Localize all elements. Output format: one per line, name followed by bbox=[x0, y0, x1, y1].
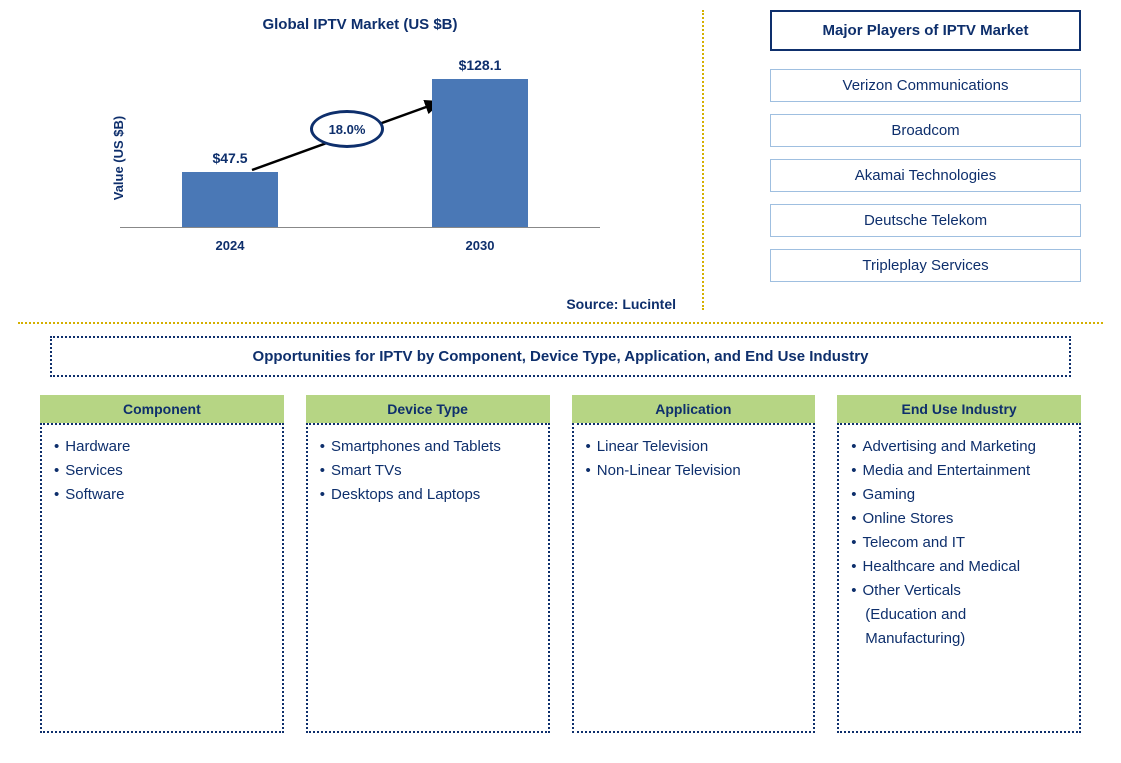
category-item: •Online Stores bbox=[851, 507, 1067, 531]
category-header: End Use Industry bbox=[837, 395, 1081, 423]
category-header: Component bbox=[40, 395, 284, 423]
player-box: Broadcom bbox=[770, 114, 1081, 147]
bar-chart-plot: 18.0% $47.5 $128.1 bbox=[120, 78, 600, 228]
vertical-divider bbox=[702, 10, 704, 310]
category-item: •Other Verticals bbox=[851, 579, 1067, 603]
category-item: •Gaming bbox=[851, 483, 1067, 507]
x-tick-label: 2030 bbox=[440, 238, 520, 253]
category-body: •Smartphones and Tablets•Smart TVs•Deskt… bbox=[306, 423, 550, 733]
player-box: Tripleplay Services bbox=[770, 249, 1081, 282]
category-item-sub: (Education and Manufacturing) bbox=[851, 603, 1067, 651]
category-body: •Hardware•Services•Software bbox=[40, 423, 284, 733]
major-players-panel: Major Players of IPTV Market Verizon Com… bbox=[700, 0, 1121, 320]
bar-value-label: $47.5 bbox=[182, 150, 278, 166]
category-header: Device Type bbox=[306, 395, 550, 423]
category-column: Component•Hardware•Services•Software bbox=[40, 395, 284, 733]
bar: $128.1 bbox=[432, 79, 528, 227]
category-item: •Non-Linear Television bbox=[586, 459, 802, 483]
growth-rate-label: 18.0% bbox=[329, 122, 366, 137]
category-item: •Software bbox=[54, 483, 270, 507]
x-tick-label: 2024 bbox=[190, 238, 270, 253]
player-box: Akamai Technologies bbox=[770, 159, 1081, 192]
player-box: Verizon Communications bbox=[770, 69, 1081, 102]
chart-area: Value (US $B) 18.0% $47.5$128.1 20242030 bbox=[120, 63, 600, 253]
category-item: •Services bbox=[54, 459, 270, 483]
category-body: •Linear Television•Non-Linear Television bbox=[572, 423, 816, 733]
category-item: •Media and Entertainment bbox=[851, 459, 1067, 483]
categories-row: Component•Hardware•Services•SoftwareDevi… bbox=[40, 395, 1081, 733]
category-item: •Desktops and Laptops bbox=[320, 483, 536, 507]
opportunities-header: Opportunities for IPTV by Component, Dev… bbox=[50, 336, 1071, 377]
category-column: Application•Linear Television•Non-Linear… bbox=[572, 395, 816, 733]
opportunities-region: Opportunities for IPTV by Component, Dev… bbox=[0, 336, 1121, 733]
major-players-list: Verizon Communications Broadcom Akamai Tec… bbox=[770, 69, 1081, 282]
category-header: Application bbox=[572, 395, 816, 423]
category-body: •Advertising and Marketing•Media and Ent… bbox=[837, 423, 1081, 733]
chart-panel: Global IPTV Market (US $B) Value (US $B)… bbox=[0, 0, 700, 320]
player-box: Deutsche Telekom bbox=[770, 204, 1081, 237]
category-item: •Healthcare and Medical bbox=[851, 555, 1067, 579]
category-item: •Smartphones and Tablets bbox=[320, 435, 536, 459]
category-item: •Linear Television bbox=[586, 435, 802, 459]
source-label: Source: Lucintel bbox=[566, 296, 676, 312]
bar: $47.5 bbox=[182, 172, 278, 227]
category-item: •Smart TVs bbox=[320, 459, 536, 483]
growth-rate-badge: 18.0% bbox=[310, 110, 384, 148]
category-column: Device Type•Smartphones and Tablets•Smar… bbox=[306, 395, 550, 733]
category-item: •Hardware bbox=[54, 435, 270, 459]
category-item: •Advertising and Marketing bbox=[851, 435, 1067, 459]
top-region: Global IPTV Market (US $B) Value (US $B)… bbox=[0, 0, 1121, 320]
major-players-header: Major Players of IPTV Market bbox=[770, 10, 1081, 51]
bar-value-label: $128.1 bbox=[432, 57, 528, 73]
category-column: End Use Industry•Advertising and Marketi… bbox=[837, 395, 1081, 733]
horizontal-divider bbox=[18, 322, 1103, 324]
chart-title: Global IPTV Market (US $B) bbox=[40, 16, 680, 33]
category-item: •Telecom and IT bbox=[851, 531, 1067, 555]
